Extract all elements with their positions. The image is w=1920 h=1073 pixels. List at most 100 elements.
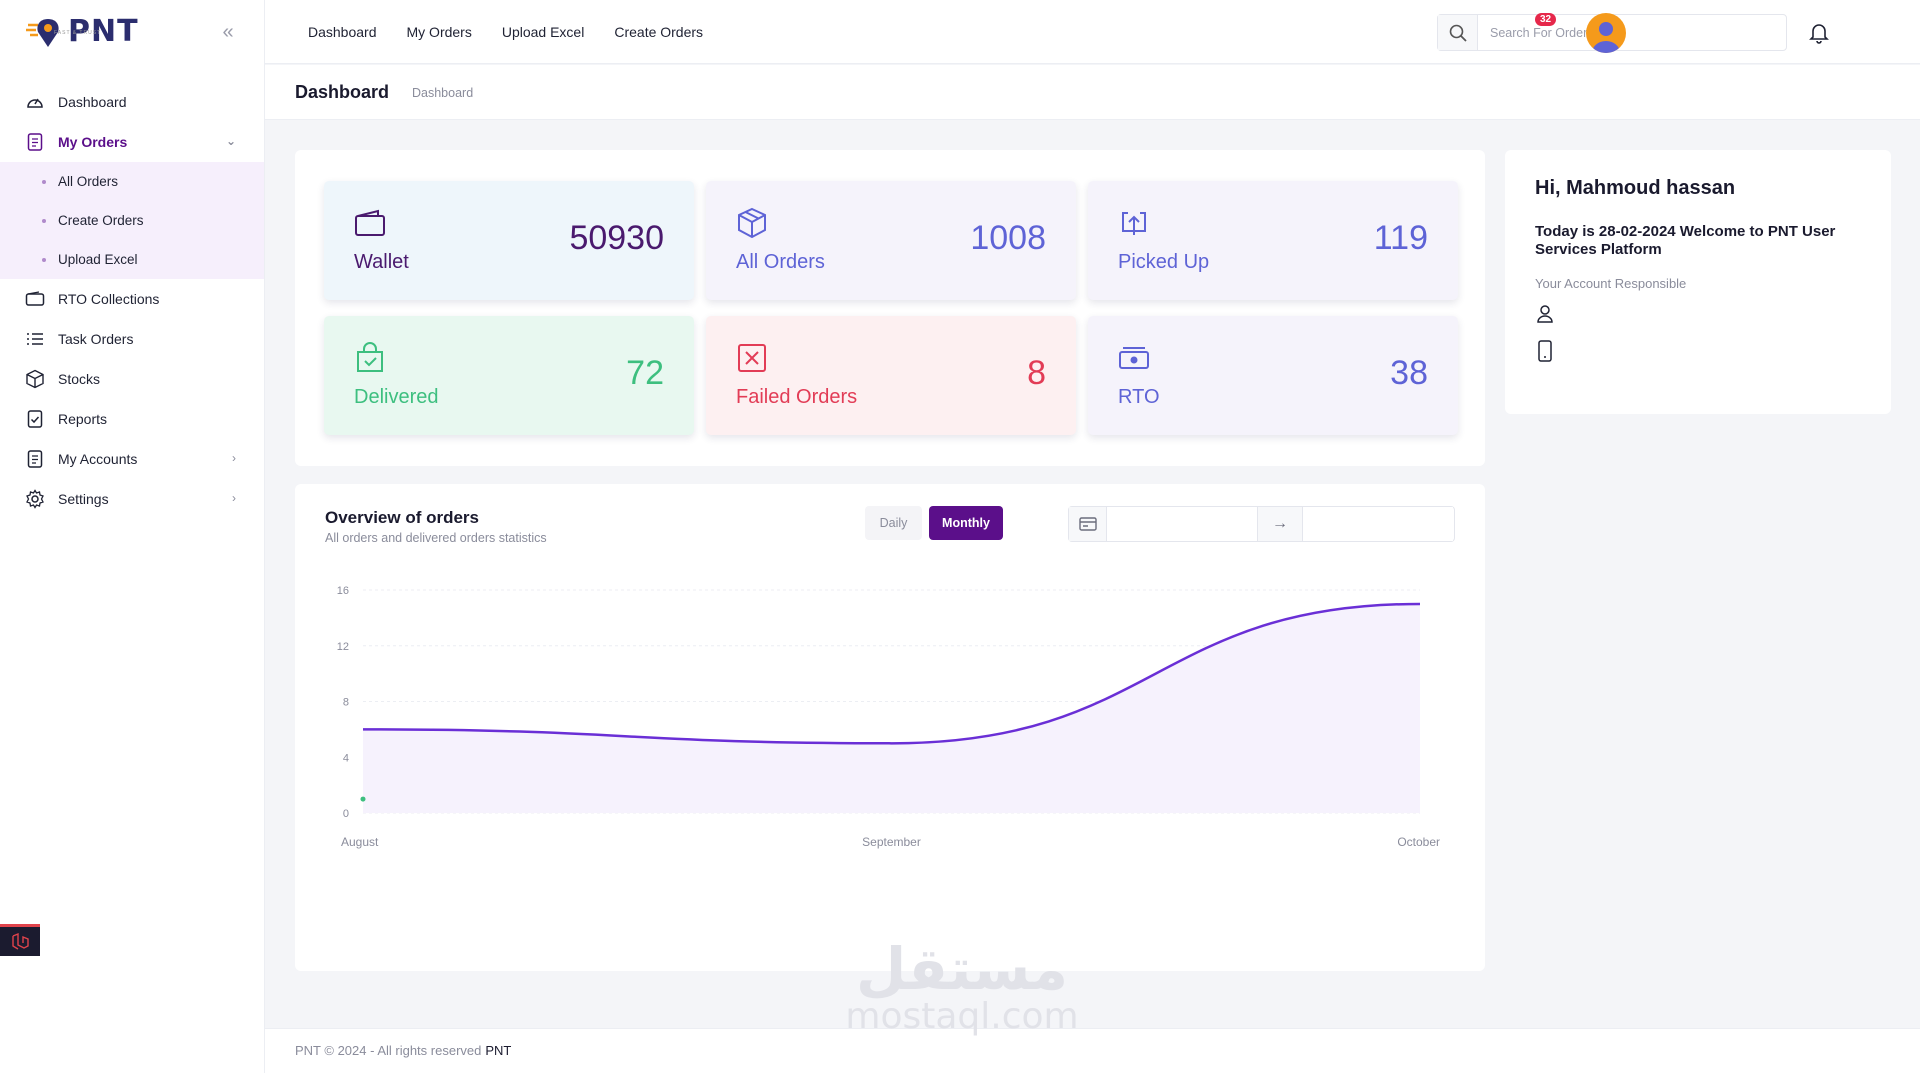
stat-card-delivered[interactable]: Delivered 72 [324,316,694,435]
breadcrumb[interactable]: Dashboard [412,86,474,100]
welcome-panel: Hi, Mahmoud hassan Today is 28-02-2024 W… [1505,150,1891,414]
list-icon [24,328,46,350]
stat-label: Wallet [354,251,409,273]
stat-card-picked-up[interactable]: Picked Up 119 [1088,181,1458,300]
orders-document-icon [24,131,46,153]
topnav-dashboard-link[interactable]: Dashboard [308,24,377,40]
my-orders-submenu: All Orders Create Orders Upload Excel [0,162,264,279]
topnav-my-orders-link[interactable]: My Orders [406,24,472,40]
sidebar-item-rto-collections[interactable]: RTO Collections [0,279,264,319]
series-line [362,602,1421,745]
chevron-right-icon: › [232,451,236,465]
sidebar-item-dashboard[interactable]: Dashboard [0,82,264,122]
stat-card-rto[interactable]: RTO 38 [1088,316,1458,435]
search-button[interactable] [1438,15,1478,50]
monthly-toggle-button[interactable]: Monthly [929,506,1003,540]
calendar-button[interactable] [1069,507,1107,541]
cash-icon [1119,347,1149,369]
y-tick-label: 8 [343,697,349,709]
stat-label: Failed Orders [736,386,858,408]
stat-label: Delivered [354,386,439,408]
report-check-icon [24,408,46,430]
sidebar-item-my-accounts[interactable]: My Accounts › [0,439,264,479]
stat-value: 72 [626,354,664,392]
submenu-item-upload-excel[interactable]: Upload Excel [0,240,264,279]
user-icon [1537,305,1553,323]
sidebar-item-label: Dashboard [58,94,127,110]
sidebar-item-task-orders[interactable]: Task Orders [0,319,264,359]
stat-label: RTO [1118,386,1160,408]
orders-overview-panel: Overview of orders All orders and delive… [295,484,1485,971]
y-tick-label: 12 [337,641,349,653]
search-icon [1449,24,1467,42]
user-avatar-icon [1592,22,1620,53]
sidebar-item-label: My Accounts [58,451,138,467]
debugbar-toggle-button[interactable] [0,924,40,956]
gear-icon [24,488,46,510]
stat-value: 119 [1373,219,1428,257]
welcome-message: Today is 28-02-2024 Welcome to PNT User … [1535,223,1836,258]
y-tick-label: 0 [343,808,349,820]
topnav-create-orders-link[interactable]: Create Orders [614,24,704,40]
brand-name: PNT [68,14,139,49]
y-tick-label: 4 [343,752,349,764]
stat-value: 50930 [569,219,664,257]
sidebar-item-label: Task Orders [58,331,134,347]
wallet-icon [355,209,385,236]
stat-card-all-orders[interactable]: All Orders 1008 [706,181,1076,300]
sidebar-item-reports[interactable]: Reports [0,399,264,439]
stat-card-failed-orders[interactable]: Failed Orders 8 [706,316,1076,435]
box-icon [24,368,46,390]
topbar: Dashboard My Orders Upload Excel Create … [265,0,1920,64]
sidebar-item-label: Reports [58,411,108,427]
sidebar-item-my-orders[interactable]: My Orders ⌄ [0,122,264,162]
close-box-icon [738,344,766,372]
date-from-input[interactable] [1107,507,1257,541]
watermark-latin: mostaql.com [845,996,1079,1037]
topnav-upload-excel-link[interactable]: Upload Excel [501,24,585,40]
shopping-bag-check-icon [357,342,383,372]
calendar-card-icon [1078,517,1097,531]
x-tick-label: August [341,835,379,849]
sidebar-item-label: Stocks [58,371,101,387]
series-area-fill [363,603,1420,813]
notification-count-badge: 32 [1535,13,1557,26]
wallet-icon [24,288,46,310]
user-avatar[interactable] [1586,13,1626,53]
sidebar-item-label: My Orders [58,134,128,150]
footer-copyright: PNT © 2024 - All rights reserved PNT [295,1043,511,1058]
collapse-sidebar-button[interactable]: « [222,21,234,43]
date-to-input[interactable] [1303,507,1453,541]
date-range-picker: → [1068,506,1455,542]
sidebar-nav: Dashboard My Orders ⌄ All Orders Create … [0,82,264,519]
chart-subtitle: All orders and delivered orders statisti… [325,531,547,545]
bullet-icon [42,257,46,262]
stat-card-wallet[interactable]: Wallet 50930 [324,181,694,300]
brand-logo[interactable]: PNT [24,14,139,49]
sidebar-item-label: RTO Collections [58,291,160,307]
page-title: Dashboard [295,82,390,102]
submenu-item-label: Create Orders [58,213,144,228]
watermark-arabic: مستقل [855,935,1069,1003]
phone-icon [1538,340,1552,362]
stat-label: All Orders [736,251,825,273]
brand-tagline: FAST & TRUST [54,30,102,36]
footer-brand-link[interactable]: PNT [485,1043,512,1058]
bell-icon [1809,24,1829,44]
chart-title: Overview of orders [325,508,480,527]
series-point [360,796,366,802]
submenu-item-create-orders[interactable]: Create Orders [0,201,264,240]
accounts-document-icon [24,448,46,470]
notifications-button[interactable] [1805,18,1833,46]
sidebar-item-stocks[interactable]: Stocks [0,359,264,399]
pnt-logo-icon [26,18,59,47]
laravel-logo-icon [12,932,29,950]
daily-toggle-button[interactable]: Daily [865,506,922,540]
top-navigation: Dashboard My Orders Upload Excel Create … [308,0,703,64]
stat-value: 1008 [970,219,1046,257]
submenu-item-all-orders[interactable]: All Orders [0,162,264,201]
bullet-icon [42,179,46,184]
bullet-icon [42,218,46,223]
sidebar-item-settings[interactable]: Settings › [0,479,264,519]
account-responsible-label: Your Account Responsible [1535,276,1687,291]
